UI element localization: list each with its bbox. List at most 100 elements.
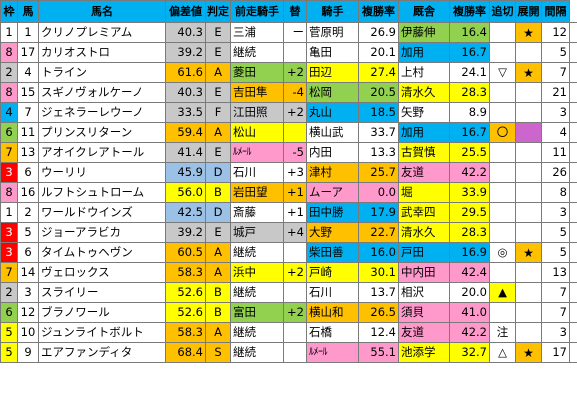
workout-mark-cell xyxy=(489,162,516,183)
stable-rate-cell: 42.2 xyxy=(449,322,490,343)
workout-mark-cell xyxy=(489,222,516,243)
jockey-rate-cell: 20.1 xyxy=(358,42,399,63)
stable-cell: 須貝 xyxy=(398,302,450,323)
header-cell: 偏差値 xyxy=(165,0,206,23)
workout-mark-cell xyxy=(489,202,516,223)
deviation-cell: 58.3 xyxy=(165,322,206,343)
jockey-rate-cell: 0.0 xyxy=(358,182,399,203)
stable-cell: 伊藤伸 xyxy=(398,22,450,43)
jockey-cell: ﾙﾒｰﾙ xyxy=(306,342,359,363)
gate-cell: 4 xyxy=(0,102,18,123)
pace-mark-cell xyxy=(515,82,542,103)
workout-mark-cell xyxy=(489,262,516,283)
gate-cell: 3 xyxy=(0,242,18,263)
interval-cell: 12 xyxy=(541,22,570,43)
interval-cell: 7 xyxy=(541,302,570,323)
interval-cell: 13 xyxy=(541,262,570,283)
pace-mark-cell: ★ xyxy=(515,242,542,263)
deviation-cell: 39.2 xyxy=(165,42,206,63)
stable-rate-cell: 20.0 xyxy=(449,282,490,303)
grade-cell: E xyxy=(205,42,231,63)
stable-cell: 相沢 xyxy=(398,282,450,303)
stable-rate-cell: 16.7 xyxy=(449,122,490,143)
jockey-cell: 横山武 xyxy=(306,122,359,143)
horse-name-cell: アオイクレアトール xyxy=(38,142,166,163)
previous-jockey-cell: 継続 xyxy=(230,242,284,263)
row-spacer xyxy=(569,162,577,183)
deviation-cell: 52.6 xyxy=(165,282,206,303)
stable-rate-cell: 29.5 xyxy=(449,202,490,223)
previous-jockey-cell: 城戸 xyxy=(230,222,284,243)
table-row: 7 13 アオイクレアトール 41.4 E ﾙﾒｰﾙ -5 内田 13.3 古賀慎 25.5 11 xyxy=(0,142,577,163)
row-spacer xyxy=(569,122,577,143)
grade-cell: B xyxy=(205,302,231,323)
interval-cell: 3 xyxy=(541,202,570,223)
interval-cell: 5 xyxy=(541,222,570,243)
row-spacer xyxy=(569,62,577,83)
grade-cell: E xyxy=(205,142,231,163)
grade-cell: B xyxy=(205,282,231,303)
pace-mark-cell xyxy=(515,222,542,243)
change-cell xyxy=(283,322,307,343)
horse-number-cell: 2 xyxy=(17,202,39,223)
stable-cell: 清水久 xyxy=(398,222,450,243)
interval-cell: 26 xyxy=(541,162,570,183)
jockey-cell: 戸崎 xyxy=(306,262,359,283)
jockey-rate-cell: 13.7 xyxy=(358,282,399,303)
grade-cell: A xyxy=(205,242,231,263)
previous-jockey-cell: 継続 xyxy=(230,322,284,343)
stable-rate-cell: 24.1 xyxy=(449,62,490,83)
pace-mark-cell xyxy=(515,262,542,283)
stable-cell: 加用 xyxy=(398,122,450,143)
jockey-rate-cell: 55.1 xyxy=(358,342,399,363)
jockey-cell: 田中勝 xyxy=(306,202,359,223)
horse-number-cell: 15 xyxy=(17,82,39,103)
table-row: 8 17 カリオストロ 39.2 E 継続 亀田 20.1 加用 16.7 5 xyxy=(0,42,577,63)
jockey-cell: 津村 xyxy=(306,162,359,183)
stable-cell: 池添学 xyxy=(398,342,450,363)
table-row: 3 6 ウーリリ 45.9 D 石川 +3 津村 25.7 友道 42.2 26 xyxy=(0,162,577,183)
table-row: 8 15 スギノヴォルケーノ 40.3 E 吉田隼 -4 松岡 20.5 清水久 28.3 21 xyxy=(0,82,577,103)
header-cell: 騎手 xyxy=(306,0,359,23)
table-row: 1 1 クリノプレミアム 40.3 E 三浦ー菅原明 26.9 伊藤伸 16.4 ★ 12 xyxy=(0,22,577,43)
jockey-cell: 石橋 xyxy=(306,322,359,343)
row-spacer xyxy=(569,142,577,163)
workout-mark-cell xyxy=(489,82,516,103)
change-cell: -5 xyxy=(283,142,307,163)
grade-cell: F xyxy=(205,102,231,123)
header-cell: 展開 xyxy=(515,0,542,23)
horse-number-cell: 12 xyxy=(17,302,39,323)
table-row: 8 16 ルフトシュトローム 56.0 B 岩田望 +1 ムーア 0.0 堀 33.9 8 xyxy=(0,182,577,203)
change-cell xyxy=(283,242,307,263)
row-spacer xyxy=(569,322,577,343)
workout-mark-cell xyxy=(489,22,516,43)
header-cell: 替 xyxy=(283,0,307,23)
horse-number-cell: 1 xyxy=(17,22,39,43)
interval-cell: 8 xyxy=(541,182,570,203)
table-row: 2 4 トライン 61.6 A 菱田 +2 田辺 27.4 上村 24.1 ▽ ★ 7 xyxy=(0,62,577,83)
stable-rate-cell: 42.4 xyxy=(449,262,490,283)
stable-cell: 中内田 xyxy=(398,262,450,283)
jockey-cell: 内田 xyxy=(306,142,359,163)
change-cell: +4 xyxy=(283,222,307,243)
change-cell: ー xyxy=(283,22,307,43)
stable-cell: 堀 xyxy=(398,182,450,203)
jockey-rate-cell: 12.4 xyxy=(358,322,399,343)
previous-jockey-cell: 浜中 xyxy=(230,262,284,283)
horse-number-cell: 3 xyxy=(17,282,39,303)
deviation-cell: 41.4 xyxy=(165,142,206,163)
horse-name-cell: ルフトシュトローム xyxy=(38,182,166,203)
deviation-cell: 68.4 xyxy=(165,342,206,363)
jockey-cell: 亀田 xyxy=(306,42,359,63)
jockey-rate-cell: 17.9 xyxy=(358,202,399,223)
stable-rate-cell: 32.7 xyxy=(449,342,490,363)
horse-name-cell: クリノプレミアム xyxy=(38,22,166,43)
deviation-cell: 56.0 xyxy=(165,182,206,203)
interval-cell: 21 xyxy=(541,82,570,103)
interval-cell: 5 xyxy=(541,42,570,63)
grade-cell: A xyxy=(205,62,231,83)
stable-cell: 加用 xyxy=(398,42,450,63)
grade-cell: A xyxy=(205,262,231,283)
horse-name-cell: プリンスリターン xyxy=(38,122,166,143)
gate-cell: 7 xyxy=(0,142,18,163)
